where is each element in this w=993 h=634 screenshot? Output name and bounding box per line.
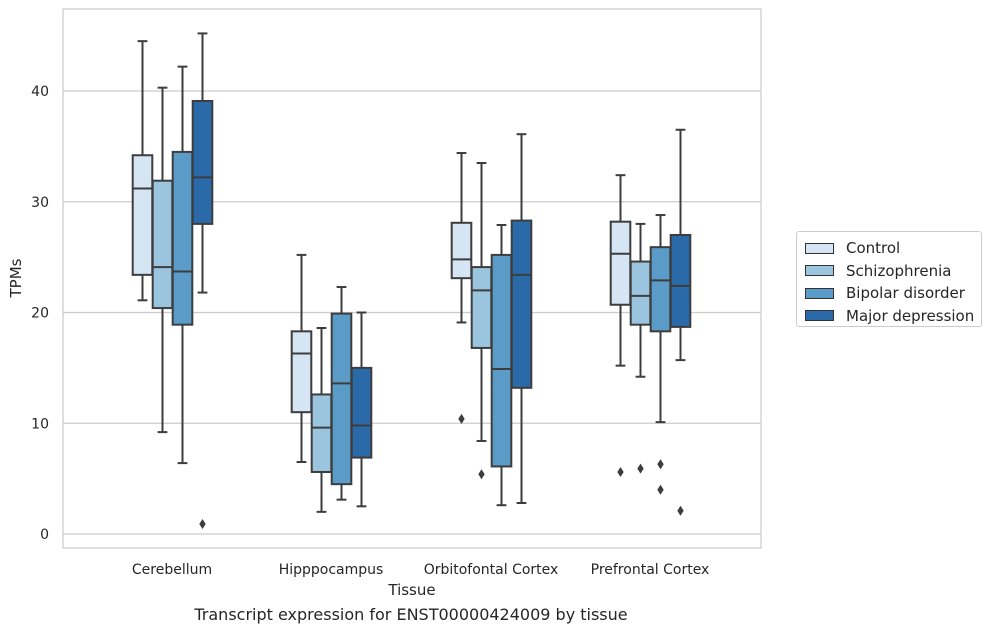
box-2-2 bbox=[490, 224, 513, 507]
box-2-1 bbox=[330, 286, 353, 501]
box-1-3 bbox=[629, 222, 652, 474]
box bbox=[171, 150, 194, 326]
outlier-point bbox=[677, 505, 684, 516]
box-0-1 bbox=[290, 253, 313, 464]
y-axis-label: TPMs bbox=[7, 258, 25, 298]
box bbox=[609, 220, 632, 306]
outlier-point bbox=[617, 466, 624, 477]
legend-item: Control bbox=[805, 237, 981, 260]
box-0-2 bbox=[450, 152, 473, 424]
box bbox=[191, 99, 214, 225]
legend-item: Schizophrenia bbox=[805, 260, 981, 283]
box bbox=[151, 179, 174, 310]
outlier-point bbox=[199, 519, 206, 530]
box bbox=[490, 253, 513, 468]
box-0-3 bbox=[609, 174, 632, 477]
box bbox=[310, 393, 333, 473]
box bbox=[290, 330, 313, 414]
box bbox=[649, 246, 672, 333]
outlier-point bbox=[637, 463, 644, 474]
legend-label: Control bbox=[846, 239, 901, 258]
box bbox=[470, 266, 493, 349]
x-tick-label: Prefrontal Cortex bbox=[591, 562, 710, 578]
legend-swatch bbox=[805, 265, 834, 277]
box-3-2 bbox=[510, 133, 533, 504]
box bbox=[350, 366, 373, 459]
legend-label: Schizophrenia bbox=[846, 261, 952, 280]
box-series bbox=[131, 32, 692, 530]
legend: Control Schizophrenia Bipolar disorder Majo… bbox=[796, 231, 982, 327]
y-tick-label: 30 bbox=[31, 195, 49, 211]
x-tick-label: Cerebellum bbox=[132, 562, 212, 578]
y-tick-label: 40 bbox=[31, 84, 49, 100]
box-2-0 bbox=[171, 65, 194, 465]
chart-caption: Transcript expression for ENST0000042400… bbox=[194, 605, 628, 624]
box-3-1 bbox=[350, 311, 373, 508]
box-2-3 bbox=[649, 214, 672, 495]
box-1-2 bbox=[470, 161, 493, 480]
legend-label: Bipolar disorder bbox=[846, 284, 965, 303]
outlier-point bbox=[657, 484, 664, 495]
legend-label: Major depression bbox=[846, 306, 975, 325]
legend-item: Major depression bbox=[805, 305, 981, 328]
legend-swatch bbox=[805, 287, 834, 299]
x-tick-labels: Cerebellum Hipppocampus Orbitofontal Corte… bbox=[132, 562, 709, 578]
box bbox=[330, 312, 353, 486]
legend-swatch bbox=[805, 242, 834, 254]
y-tick-label: 20 bbox=[31, 306, 49, 322]
box bbox=[669, 233, 692, 328]
box bbox=[629, 260, 652, 326]
box-3-3 bbox=[669, 128, 692, 516]
box-1-0 bbox=[151, 86, 174, 434]
outlier-point bbox=[458, 413, 465, 424]
box-0-0 bbox=[131, 40, 154, 302]
box bbox=[131, 154, 154, 276]
legend-swatch bbox=[805, 310, 834, 322]
outlier-point bbox=[478, 469, 485, 480]
legend-item: Bipolar disorder bbox=[805, 282, 981, 305]
x-tick-label: Hipppocampus bbox=[279, 562, 384, 578]
box bbox=[450, 221, 473, 280]
box-3-0 bbox=[191, 32, 214, 530]
y-tick-label: 10 bbox=[31, 416, 49, 432]
y-tick-label: 0 bbox=[40, 527, 49, 543]
x-tick-label: Orbitofontal Cortex bbox=[424, 562, 559, 578]
y-tick-labels: 0 10 20 30 40 bbox=[31, 84, 49, 543]
x-axis-label: Tissue bbox=[387, 581, 435, 599]
outlier-point bbox=[657, 459, 664, 470]
box bbox=[510, 219, 533, 389]
